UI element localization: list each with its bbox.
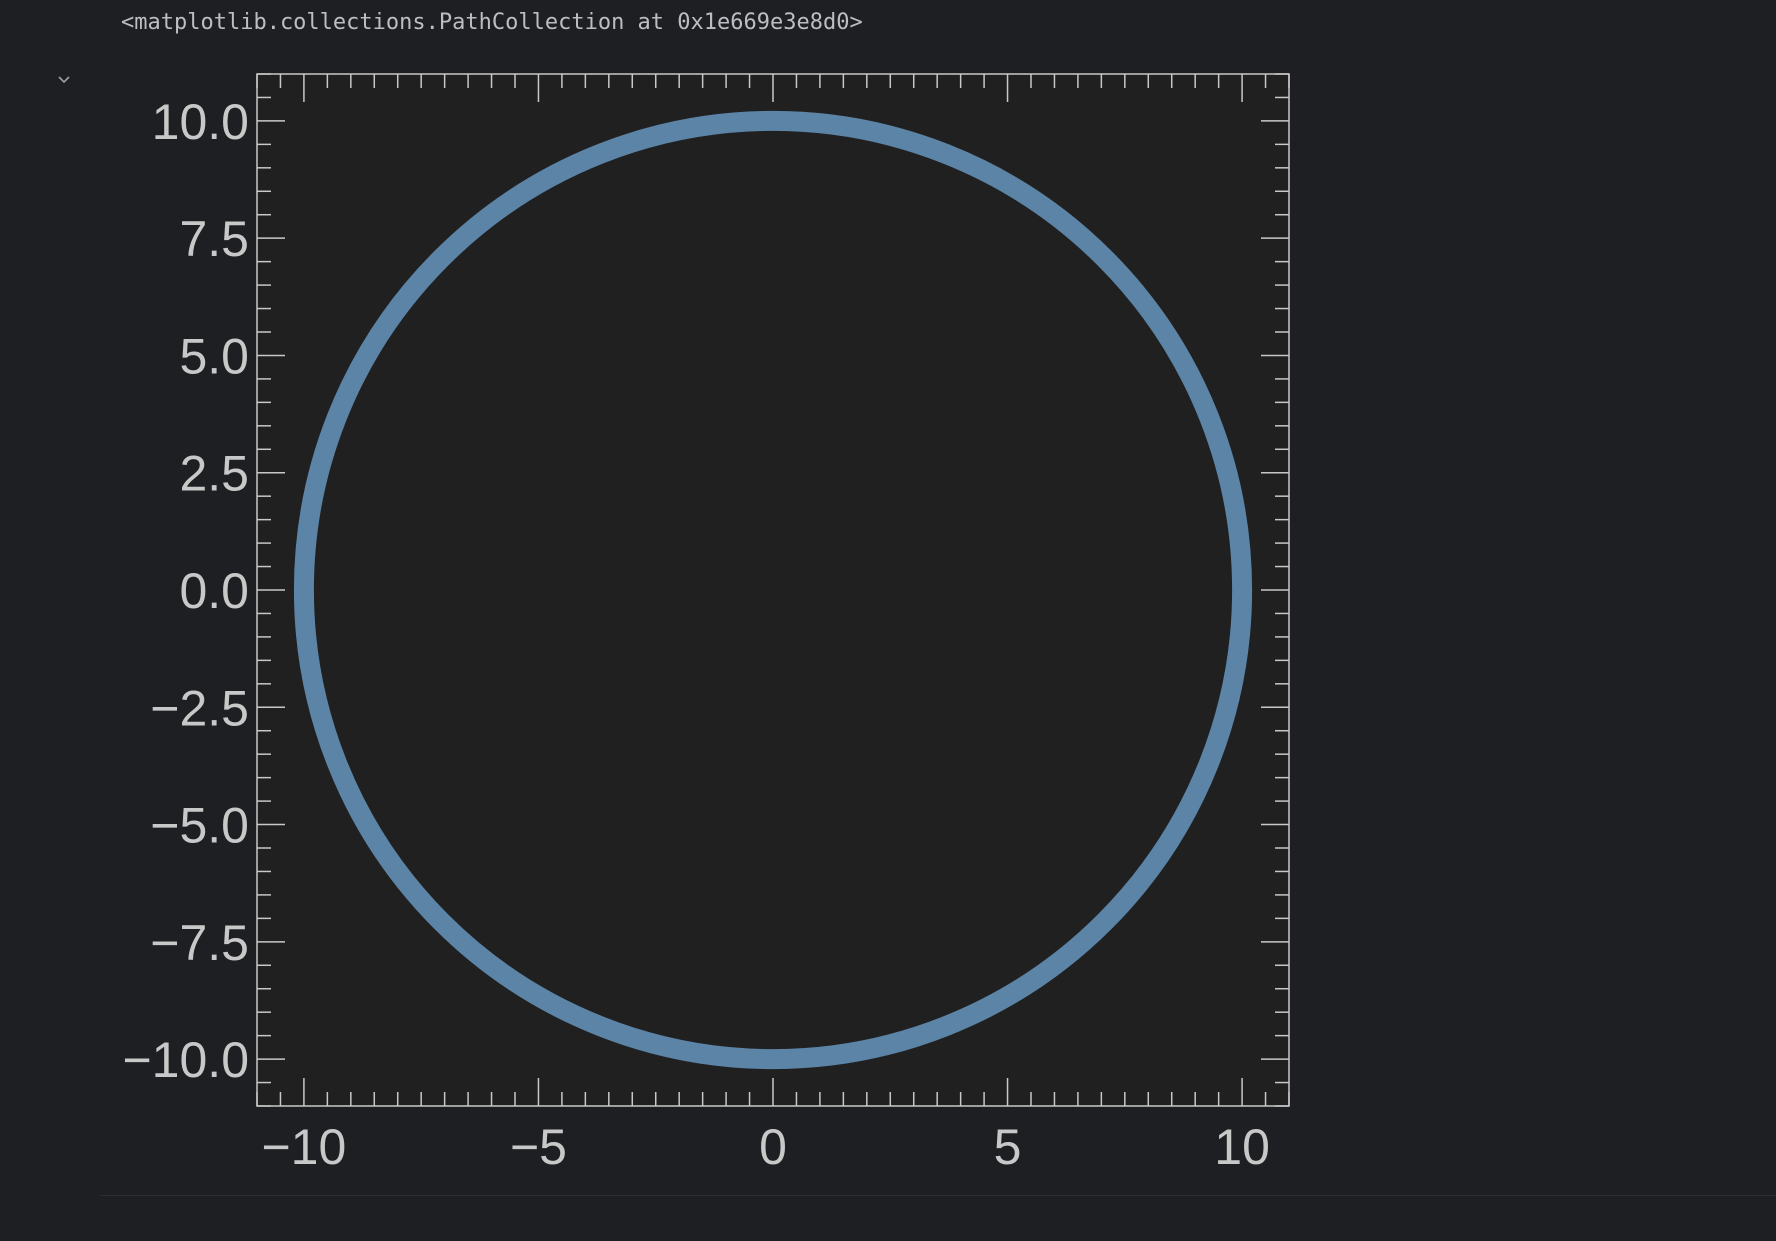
y-tick-label: −2.5	[150, 680, 249, 736]
axes-frame	[256, 73, 1290, 1107]
plot-area	[257, 74, 1289, 1106]
x-tick-label: 0	[759, 1119, 787, 1175]
x-tick-label: −5	[510, 1119, 567, 1175]
tick-labels-layer: −10 −5 0 5 10 10.0 7.5 5.0 2.5 0.0 −2.5 −5.0 −7.5 −10…	[122, 94, 1269, 1175]
x-tick-label: 10	[1214, 1119, 1270, 1175]
collapse-output-toggle[interactable]	[54, 70, 74, 90]
plot-output-area: −10 −5 0 5 10 10.0 7.5 5.0 2.5 0.0 −2.5 −5.0 −7.5 −10…	[100, 60, 1776, 1194]
ticks-layer	[256, 73, 1290, 1107]
y-tick-label: 0.0	[179, 563, 249, 619]
y-tick-label: −10.0	[122, 1032, 249, 1088]
y-tick-label: 5.0	[179, 328, 249, 384]
y-tick-label: −5.0	[150, 798, 249, 854]
y-tick-label: 2.5	[179, 446, 249, 502]
output-repr-text: <matplotlib.collections.PathCollection a…	[121, 10, 863, 35]
y-tick-label: −7.5	[150, 915, 249, 971]
cell-divider	[100, 1195, 1776, 1196]
scatter-plot: −10 −5 0 5 10 10.0 7.5 5.0 2.5 0.0 −2.5 −5.0 −7.5 −10…	[122, 73, 1290, 1175]
x-tick-label: −10	[261, 1119, 346, 1175]
x-tick-label: 5	[994, 1119, 1022, 1175]
chevron-down-icon	[58, 76, 70, 84]
y-tick-label: 7.5	[179, 211, 249, 267]
series-layer	[293, 110, 1253, 1070]
series-circle-0	[293, 110, 1253, 1070]
y-tick-label: 10.0	[152, 94, 249, 150]
